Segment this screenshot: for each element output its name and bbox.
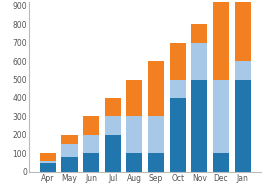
- Bar: [213, 0, 229, 79]
- Bar: [234, 61, 251, 79]
- Bar: [40, 153, 56, 161]
- Bar: [191, 43, 208, 79]
- Bar: [234, 0, 251, 61]
- Bar: [191, 79, 208, 172]
- Bar: [234, 79, 251, 172]
- Bar: [61, 135, 78, 144]
- Bar: [83, 117, 99, 135]
- Bar: [169, 98, 186, 172]
- Bar: [126, 117, 143, 153]
- Bar: [126, 79, 143, 117]
- Bar: [169, 43, 186, 79]
- Bar: [169, 79, 186, 98]
- Bar: [213, 153, 229, 172]
- Bar: [126, 153, 143, 172]
- Bar: [83, 135, 99, 153]
- Bar: [61, 144, 78, 157]
- Bar: [105, 135, 121, 172]
- Bar: [191, 24, 208, 43]
- Bar: [61, 157, 78, 172]
- Bar: [148, 153, 164, 172]
- Bar: [148, 117, 164, 153]
- Bar: [40, 163, 56, 172]
- Bar: [83, 153, 99, 172]
- Bar: [105, 98, 121, 117]
- Bar: [40, 161, 56, 163]
- Bar: [105, 117, 121, 135]
- Bar: [148, 61, 164, 117]
- Bar: [213, 79, 229, 153]
